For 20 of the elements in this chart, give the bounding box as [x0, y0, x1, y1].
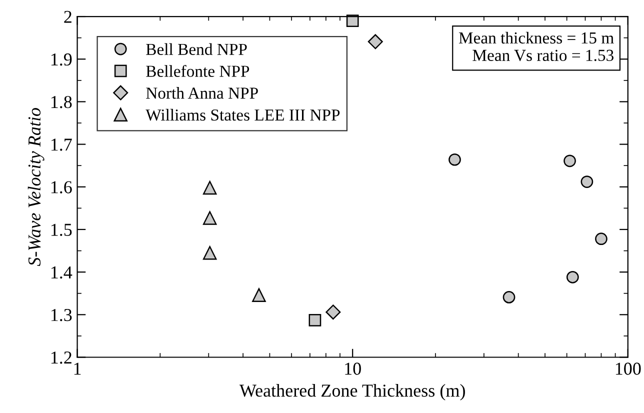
annotation: Mean thickness = 15 m — [458, 32, 614, 44]
y-tick-label: 1.8 — [51, 96, 72, 108]
x-tick-label: 1 — [74, 362, 81, 375]
x-axis-title: Weathered Zone Thickness (m) — [239, 384, 465, 400]
y-tick-label: 1.7 — [51, 138, 72, 151]
y-tick-label: 1.5 — [51, 224, 72, 236]
y-tick-label: 2 — [64, 10, 72, 23]
legend-label: Williams States LEE III NPP — [146, 108, 340, 121]
legend-label: North Anna NPP — [146, 87, 258, 99]
legend-label: Bell Bend NPP — [146, 43, 247, 56]
y-tick-label: 1.3 — [51, 308, 72, 322]
y-tick-label: 1.6 — [51, 181, 72, 194]
y-tick-label: 1.2 — [51, 352, 72, 364]
y-tick-label: 1.9 — [51, 53, 72, 66]
y-axis-title: S-Wave Velocity Ratio — [28, 108, 44, 266]
annotation: Mean Vs ratio = 1.53 — [472, 50, 614, 62]
x-tick-label: 100 — [616, 362, 641, 375]
x-tick-label: 10 — [345, 362, 361, 375]
legend-label: Bellefonte NPP — [146, 65, 250, 77]
y-tick-label: 1.4 — [51, 266, 72, 279]
